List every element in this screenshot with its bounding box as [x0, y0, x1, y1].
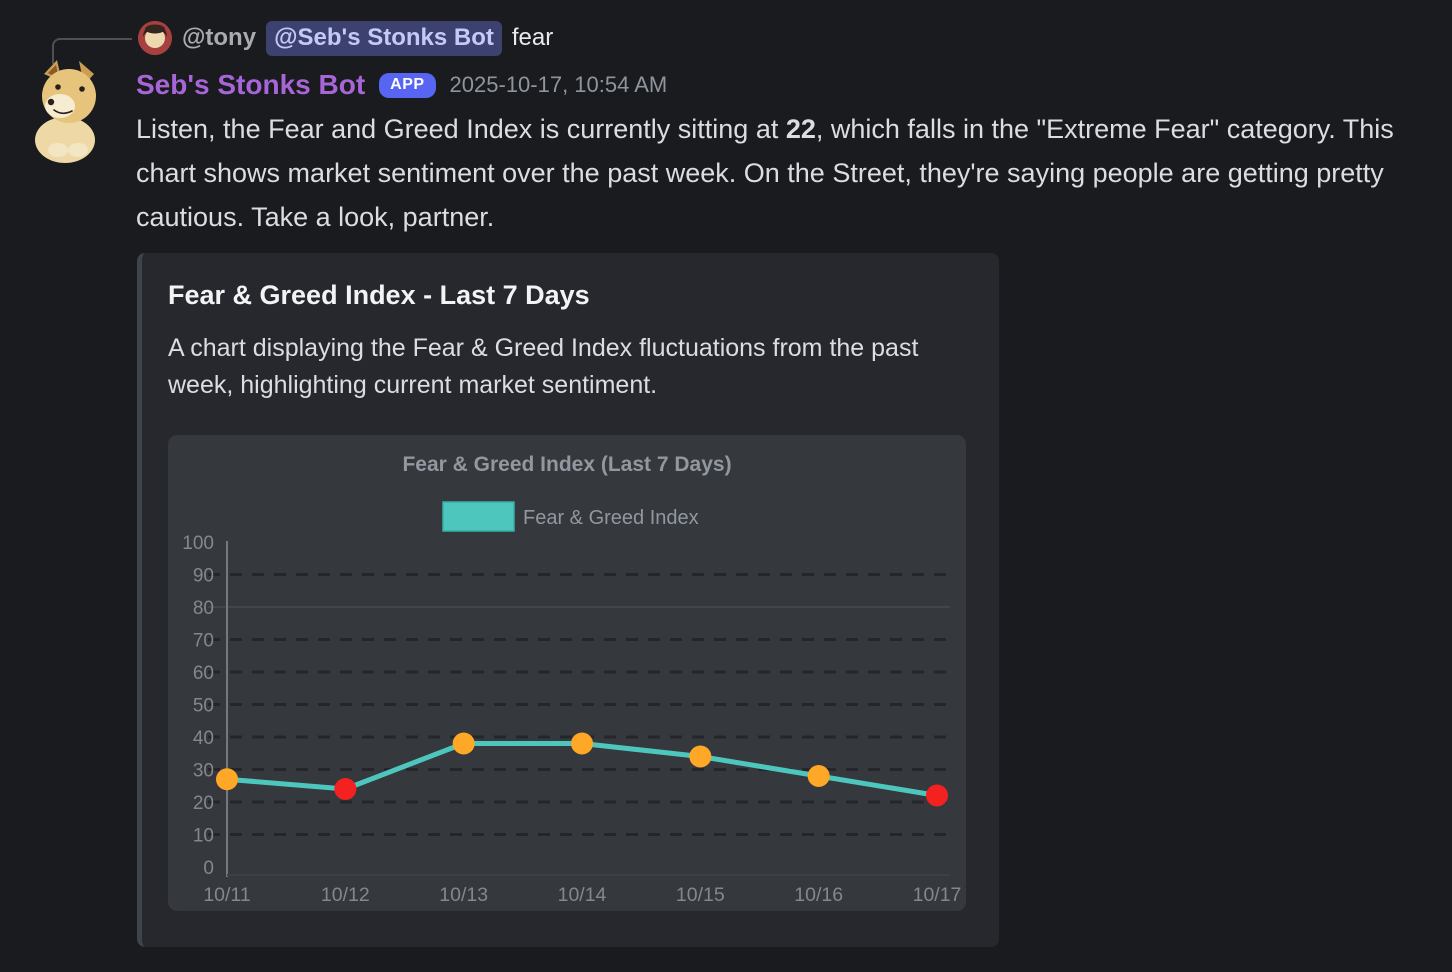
x-tick-label: 10/13 [439, 884, 488, 906]
y-tick-label: 100 [182, 533, 214, 554]
x-tick-label: 10/14 [558, 884, 607, 906]
line-chart-svg: 0 10 20 30 40 50 60 70 80 90 100 10/11 10/12 10/13 10/… [182, 453, 962, 906]
y-tick-label: 60 [193, 663, 214, 684]
reply-spine [52, 38, 132, 64]
x-tick-label: 10/12 [321, 884, 370, 906]
reply-author-name[interactable]: @tony [182, 24, 257, 51]
message-header: Seb's Stonks Bot APP 2025-10-17, 10:54 A… [136, 66, 667, 104]
data-point-10/12 [334, 778, 357, 800]
y-tick-label: 40 [193, 728, 214, 749]
message-text: Listen, the Fear and Greed Index is curr… [136, 107, 1428, 239]
y-tick-label: 50 [193, 696, 214, 717]
fear-greed-chart-image[interactable]: 0 10 20 30 40 50 60 70 80 90 100 10/11 10/12 10/13 10/… [168, 435, 966, 911]
y-tick-label: 70 [193, 631, 214, 652]
x-tick-label: 10/16 [794, 884, 843, 906]
y-tick-label: 90 [193, 566, 214, 587]
doge-icon [35, 60, 96, 163]
y-tick-label: 10 [193, 826, 214, 847]
message-text-part1: Listen, the Fear and Greed Index is curr… [136, 114, 786, 144]
x-tick-label: 10/11 [203, 884, 250, 906]
y-tick-label: 80 [193, 598, 214, 619]
embed-card: Fear & Greed Index - Last 7 Days A chart… [137, 253, 999, 947]
x-tick-label: 10/17 [913, 884, 962, 906]
reply-message-snippet[interactable]: fear [511, 24, 554, 51]
embed-description: A chart displaying the Fear & Greed Inde… [168, 334, 919, 399]
y-tick-label: 20 [193, 793, 214, 814]
message-text-part2: , which falls in the "Extreme Fear" cate… [136, 114, 1394, 232]
bot-avatar[interactable] [24, 58, 110, 164]
reply-author-avatar[interactable] [138, 21, 172, 55]
data-point-10/11 [216, 768, 238, 791]
person-avatar-icon [138, 21, 172, 55]
data-point-10/16 [807, 765, 830, 787]
y-tick-label: 30 [193, 761, 214, 782]
data-point-10/13 [452, 732, 475, 755]
legend-swatch [442, 501, 515, 532]
y-tick-label: 0 [203, 858, 214, 879]
chart-title: Fear & Greed Index (Last 7 Days) [402, 453, 731, 476]
embed-title: Fear & Greed Index - Last 7 Days [168, 280, 590, 310]
message-timestamp: 2025-10-17, 10:54 AM [449, 72, 668, 97]
bot-username[interactable]: Seb's Stonks Bot [136, 69, 366, 100]
data-point-10/15 [689, 745, 712, 768]
x-tick-label: 10/15 [676, 884, 725, 906]
data-point-10/14 [571, 732, 593, 755]
legend-label: Fear & Greed Index [523, 507, 699, 529]
reply-preview[interactable]: @tony @Seb's Stonks Bot fear [138, 19, 553, 57]
bot-mention-pill[interactable]: @Seb's Stonks Bot [266, 20, 502, 56]
app-badge: APP [379, 72, 436, 98]
data-point-10/17 [926, 784, 948, 807]
message-text-bold-value: 22 [785, 114, 816, 144]
